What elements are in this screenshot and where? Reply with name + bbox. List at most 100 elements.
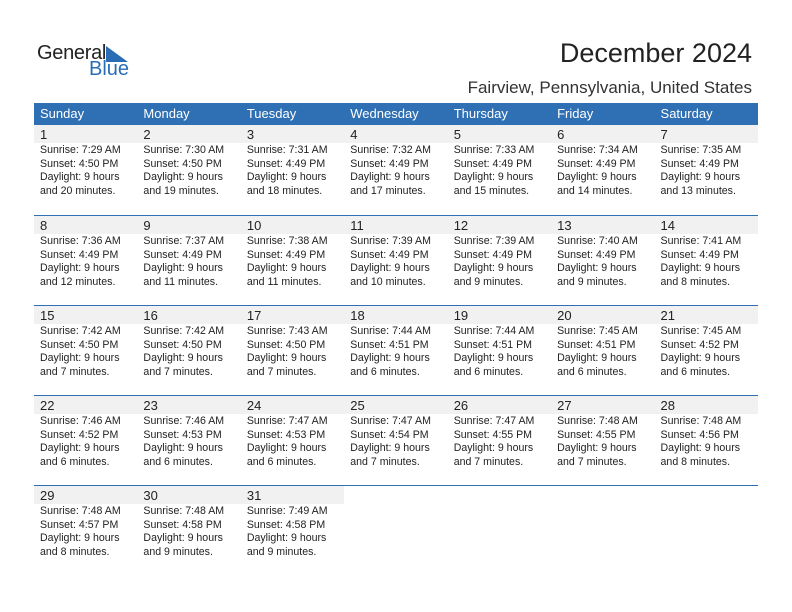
day-number: 16 xyxy=(137,306,241,324)
daylight-text: Daylight: 9 hours xyxy=(143,171,223,184)
sunrise-text: Sunrise: 7:41 AM xyxy=(660,235,742,247)
daylight-text: Daylight: 9 hours xyxy=(246,262,327,275)
minutes-text: and 6 minutes. xyxy=(143,455,213,468)
sunset-text: Sunset: 4:50 PM xyxy=(40,157,119,170)
sunrise-text: Sunrise: 7:48 AM xyxy=(143,505,225,517)
daylight-text: Daylight: 9 hours xyxy=(453,171,534,184)
daylight-text: Daylight: 9 hours xyxy=(350,171,430,184)
day-cell: 4 Sunrise: 7:32 AM Sunset: 4:49 PM Daylight… xyxy=(344,125,448,215)
minutes-text: and 11 minutes. xyxy=(143,275,219,288)
minutes-text: and 6 minutes. xyxy=(246,455,317,468)
sunrise-text: Sunrise: 7:44 AM xyxy=(453,325,535,337)
day-number: 3 xyxy=(240,125,345,143)
day-cell: 7 Sunrise: 7:35 AM Sunset: 4:49 PM Daylight… xyxy=(654,125,758,215)
day-number: 25 xyxy=(344,396,448,414)
minutes-text: and 12 minutes. xyxy=(40,275,116,288)
day-cell: 14 Sunrise: 7:41 AM Sunset: 4:49 PM Dayligh… xyxy=(654,216,758,305)
daylight-text: Daylight: 9 hours xyxy=(143,532,223,545)
daylight-text: Daylight: 9 hours xyxy=(40,262,120,275)
day-cell: 3 Sunrise: 7:31 AM Sunset: 4:49 PM Daylight… xyxy=(240,125,345,215)
day-cell: 18 Sunrise: 7:44 AM Sunset: 4:51 PM Dayligh… xyxy=(344,306,448,395)
day-number: 30 xyxy=(137,486,241,504)
minutes-text: and 7 minutes. xyxy=(557,455,627,468)
day-cell: 23 Sunrise: 7:46 AM Sunset: 4:53 PM Dayligh… xyxy=(137,396,241,485)
empty-cell xyxy=(551,486,654,575)
daylight-text: Daylight: 9 hours xyxy=(40,171,120,184)
daylight-text: Daylight: 9 hours xyxy=(350,262,430,275)
minutes-text: and 7 minutes. xyxy=(40,365,110,378)
sunset-text: Sunset: 4:56 PM xyxy=(660,428,739,441)
minutes-text: and 6 minutes. xyxy=(453,365,524,378)
sunset-text: Sunset: 4:49 PM xyxy=(557,248,636,261)
sunset-text: Sunset: 4:58 PM xyxy=(143,518,222,531)
sunrise-text: Sunrise: 7:48 AM xyxy=(660,415,742,427)
sunrise-text: Sunrise: 7:34 AM xyxy=(557,144,638,156)
sunset-text: Sunset: 4:49 PM xyxy=(453,157,533,170)
daylight-text: Daylight: 9 hours xyxy=(246,171,327,184)
daylight-text: Daylight: 9 hours xyxy=(143,352,223,365)
minutes-text: and 8 minutes. xyxy=(40,545,110,558)
day-number: 4 xyxy=(344,125,448,143)
daylight-text: Daylight: 9 hours xyxy=(557,352,637,365)
minutes-text: and 7 minutes. xyxy=(453,455,524,468)
daylight-text: Daylight: 9 hours xyxy=(660,352,741,365)
calendar-week: 1 Sunrise: 7:29 AM Sunset: 4:50 PM Daylight… xyxy=(34,125,758,215)
sunset-text: Sunset: 4:50 PM xyxy=(40,338,119,351)
weekday-tuesday: Tuesday xyxy=(246,106,297,121)
weekday-thursday: Thursday xyxy=(453,106,508,121)
weekday-friday: Friday xyxy=(557,106,594,121)
day-cell: 13 Sunrise: 7:40 AM Sunset: 4:49 PM Dayligh… xyxy=(551,216,655,305)
daylight-text: Daylight: 9 hours xyxy=(557,442,637,455)
minutes-text: and 9 minutes. xyxy=(453,275,524,288)
day-cell: 25 Sunrise: 7:47 AM Sunset: 4:54 PM Dayligh… xyxy=(344,396,448,485)
sunset-text: Sunset: 4:49 PM xyxy=(143,248,222,261)
sunset-text: Sunset: 4:58 PM xyxy=(246,518,326,531)
minutes-text: and 9 minutes. xyxy=(557,275,627,288)
day-cell: 24 Sunrise: 7:47 AM Sunset: 4:53 PM Dayligh… xyxy=(240,396,345,485)
minutes-text: and 6 minutes. xyxy=(350,365,420,378)
day-number: 17 xyxy=(240,306,345,324)
empty-cell xyxy=(448,486,551,575)
day-number: 24 xyxy=(240,396,345,414)
day-cell: 19 Sunrise: 7:44 AM Sunset: 4:51 PM Dayligh… xyxy=(447,306,552,395)
sunrise-text: Sunrise: 7:29 AM xyxy=(40,144,121,156)
sunset-text: Sunset: 4:49 PM xyxy=(660,157,739,170)
logo-triangle-icon xyxy=(106,46,128,62)
weekday-wednesday: Wednesday xyxy=(350,106,419,121)
day-number: 29 xyxy=(34,486,138,504)
daylight-text: Daylight: 9 hours xyxy=(557,262,637,275)
sunset-text: Sunset: 4:55 PM xyxy=(557,428,636,441)
day-number: 1 xyxy=(34,125,138,143)
calendar: Sunday Monday Tuesday Wednesday Thursday Frid… xyxy=(34,103,758,575)
day-number: 31 xyxy=(240,486,345,504)
day-cell: 20 Sunrise: 7:45 AM Sunset: 4:51 PM Dayligh… xyxy=(551,306,655,395)
sunrise-text: Sunrise: 7:32 AM xyxy=(350,144,431,156)
sunset-text: Sunset: 4:54 PM xyxy=(350,428,429,441)
day-number: 12 xyxy=(447,216,552,234)
minutes-text: and 9 minutes. xyxy=(143,545,213,558)
sunset-text: Sunset: 4:51 PM xyxy=(453,338,533,351)
daylight-text: Daylight: 9 hours xyxy=(660,171,741,184)
day-cell: 5 Sunrise: 7:33 AM Sunset: 4:49 PM Daylight… xyxy=(447,125,552,215)
sunrise-text: Sunrise: 7:47 AM xyxy=(246,415,328,427)
day-number: 5 xyxy=(447,125,552,143)
day-cell: 6 Sunrise: 7:34 AM Sunset: 4:49 PM Daylight… xyxy=(551,125,655,215)
day-number: 28 xyxy=(654,396,758,414)
sunrise-text: Sunrise: 7:44 AM xyxy=(350,325,431,337)
sunrise-text: Sunrise: 7:39 AM xyxy=(350,235,431,247)
sunrise-text: Sunrise: 7:40 AM xyxy=(557,235,638,247)
sunrise-text: Sunrise: 7:36 AM xyxy=(40,235,121,247)
minutes-text: and 19 minutes. xyxy=(143,184,219,197)
sunrise-text: Sunrise: 7:47 AM xyxy=(350,415,431,427)
logo-text-blue: Blue xyxy=(89,58,130,80)
minutes-text: and 10 minutes. xyxy=(350,275,426,288)
sunrise-text: Sunrise: 7:35 AM xyxy=(660,144,742,156)
calendar-week: 15 Sunrise: 7:42 AM Sunset: 4:50 PM Dayligh… xyxy=(34,305,758,395)
day-cell: 9 Sunrise: 7:37 AM Sunset: 4:49 PM Daylight… xyxy=(137,216,241,305)
minutes-text: and 18 minutes. xyxy=(246,184,323,197)
daylight-text: Daylight: 9 hours xyxy=(660,442,741,455)
day-cell: 12 Sunrise: 7:39 AM Sunset: 4:49 PM Dayligh… xyxy=(447,216,552,305)
sunset-text: Sunset: 4:57 PM xyxy=(40,518,119,531)
sunrise-text: Sunrise: 7:31 AM xyxy=(246,144,328,156)
daylight-text: Daylight: 9 hours xyxy=(246,532,327,545)
